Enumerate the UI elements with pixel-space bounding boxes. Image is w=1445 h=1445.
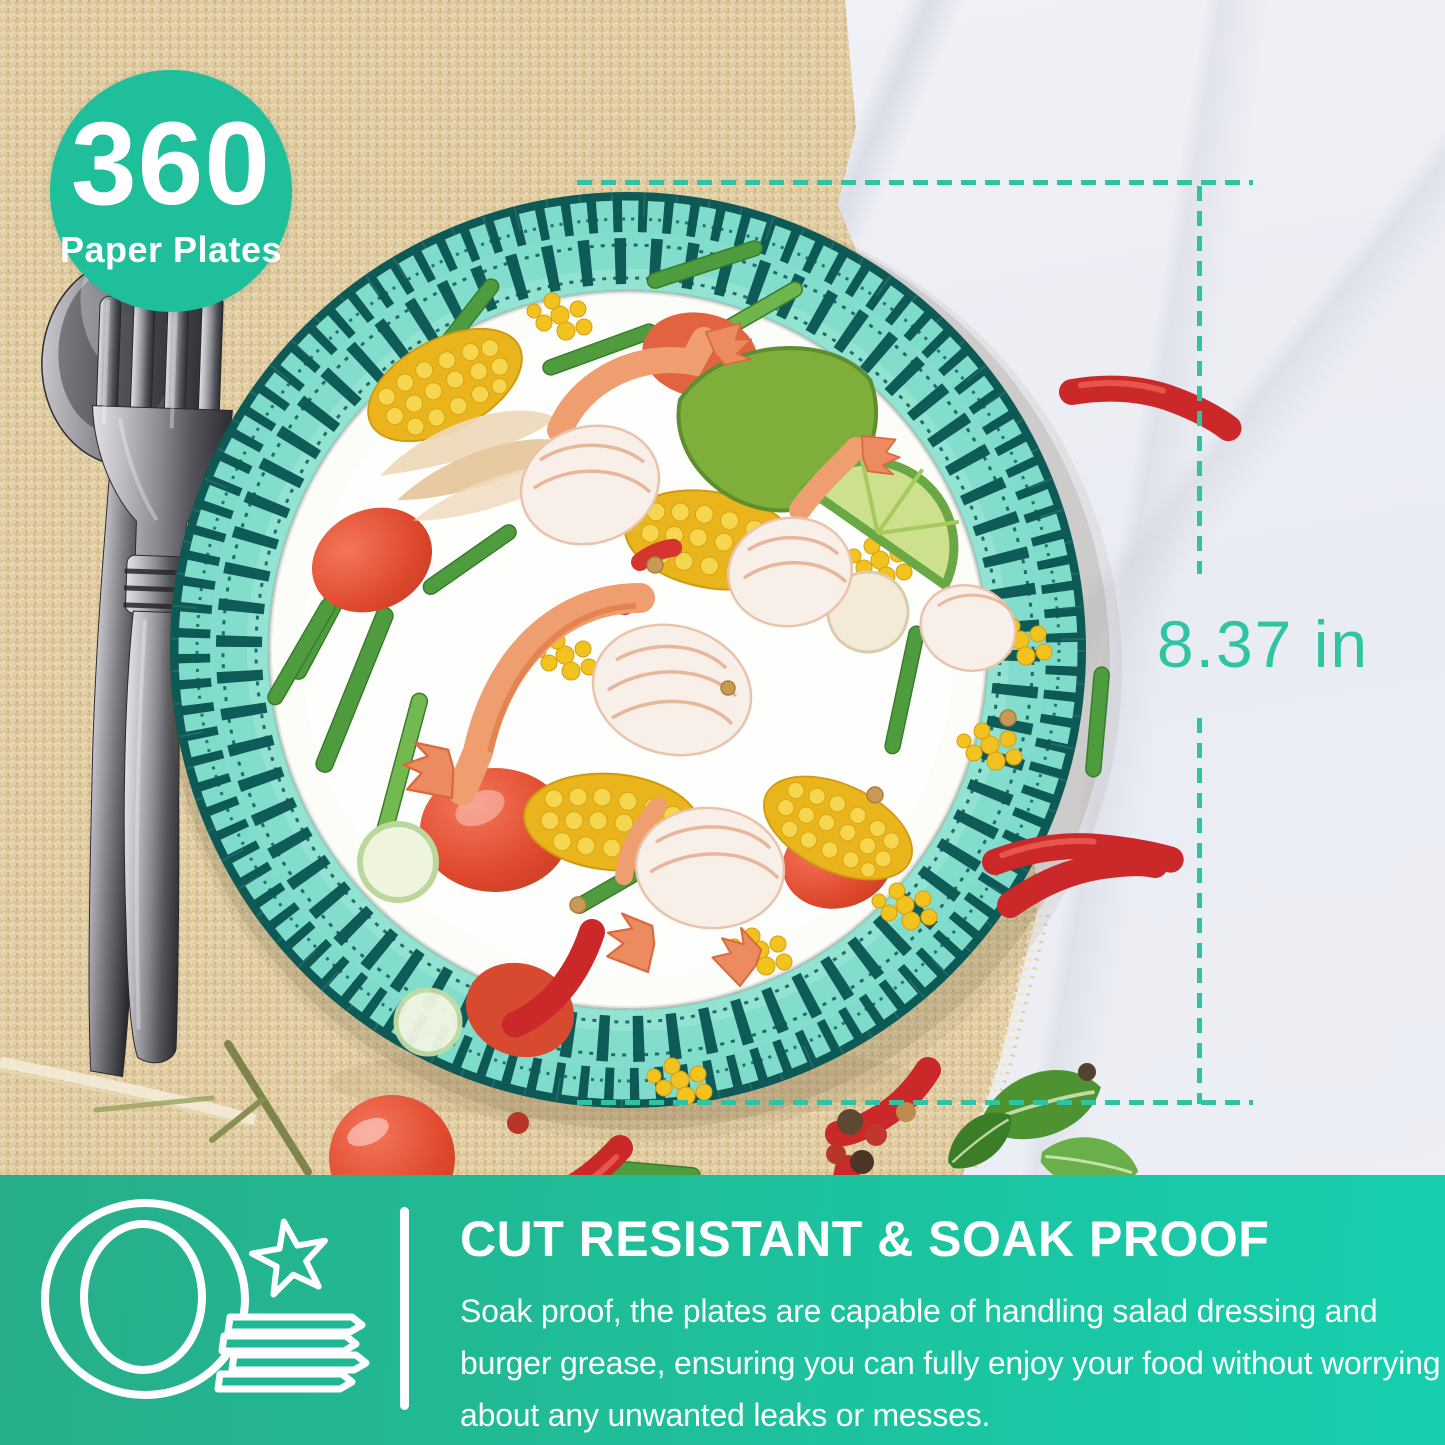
tomato-vine-stem — [93, 1040, 312, 1176]
peanuts — [569, 556, 1017, 914]
peppercorns — [507, 1063, 1096, 1174]
shrimp-group — [387, 308, 1017, 989]
feature-banner: CUT RESISTANT & SOAK PROOF Soak proof, t… — [0, 1175, 1445, 1445]
banner-text: CUT RESISTANT & SOAK PROOF Soak proof, t… — [460, 1211, 1445, 1441]
plate-stack-star-icon — [41, 1199, 370, 1399]
cucumber-slices — [357, 821, 463, 1057]
banner-divider — [400, 1207, 409, 1410]
fork — [91, 290, 233, 1064]
badge-count: 360 — [71, 98, 271, 230]
banner-heading: CUT RESISTANT & SOAK PROOF — [460, 1211, 1270, 1267]
count-badge: 360 Paper Plates — [50, 70, 292, 312]
shrimp-salad — [267, 240, 1242, 1307]
badge-label: Paper Plates — [59, 229, 283, 270]
banner-body: Soak proof, the plates are capable of ha… — [460, 1292, 1441, 1433]
star-icon — [248, 1218, 328, 1298]
